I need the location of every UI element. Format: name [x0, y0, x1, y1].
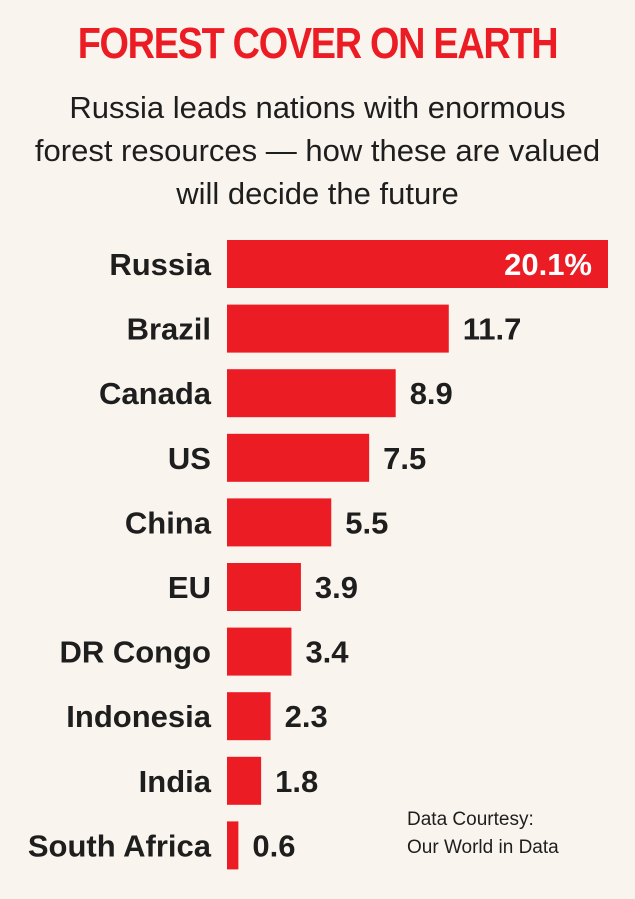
value-label-indonesia: 2.3: [285, 699, 328, 734]
bar-dr-congo: [227, 627, 292, 676]
bar-indonesia: [227, 692, 271, 741]
category-label-eu: EU: [168, 570, 211, 605]
category-label-dr-congo: DR Congo: [59, 635, 211, 670]
category-label-china: China: [125, 505, 212, 540]
data-credit: Data Courtesy: Our World in Data: [407, 806, 559, 862]
credit-line-2: Our World in Data: [407, 837, 559, 858]
bar-eu: [227, 563, 301, 611]
bar-india: [227, 756, 262, 805]
value-label-canada: 8.9: [410, 376, 453, 411]
category-label-brazil: Brazil: [127, 312, 211, 347]
bar-us: [227, 433, 370, 482]
category-label-indonesia: Indonesia: [66, 699, 211, 734]
chart-subtitle: Russia leads nations with enormous fores…: [34, 90, 601, 211]
value-label-brazil: 11.7: [463, 312, 522, 347]
value-label-china: 5.5: [345, 505, 388, 540]
category-label-south-africa: South Africa: [28, 828, 212, 863]
credit-line-1: Data Courtesy:: [407, 809, 534, 830]
category-label-india: India: [139, 764, 212, 799]
bar-brazil: [227, 304, 449, 353]
value-label-eu: 3.9: [315, 570, 358, 605]
value-label-dr-congo: 3.4: [305, 635, 349, 670]
value-label-india: 1.8: [275, 764, 318, 799]
bar-russia: [227, 240, 608, 288]
value-label-us: 7.5: [383, 441, 426, 476]
category-label-us: US: [168, 441, 211, 476]
bar-canada: [227, 369, 396, 418]
category-label-canada: Canada: [99, 376, 212, 411]
bar-china: [227, 498, 332, 547]
bar-south-africa: [227, 821, 239, 870]
chart-title: FOREST COVER ON EARTH: [77, 19, 559, 68]
value-label-russia: 20.1%: [504, 247, 592, 282]
category-label-russia: Russia: [109, 247, 211, 282]
value-label-south-africa: 0.6: [252, 828, 295, 863]
